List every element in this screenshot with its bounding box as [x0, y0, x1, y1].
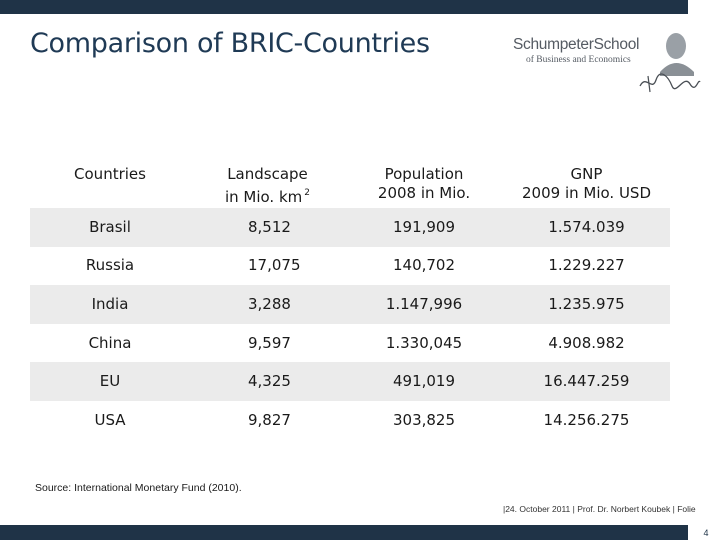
- cell-gnp: 14.256.275: [543, 410, 630, 429]
- cell-population: 1.147,996: [385, 294, 463, 313]
- cell-landscape: 9,827: [248, 410, 291, 429]
- cell-population: 140,702: [392, 256, 456, 275]
- bric-table: Countries Landscape in Mio. km 2 Populatio…: [30, 158, 670, 440]
- table-row: China 9,597 1.330,045 4.908.982: [30, 324, 670, 363]
- cell-landscape: 9,597: [248, 333, 291, 352]
- cell-country: Brasil: [89, 217, 131, 236]
- cell-country: China: [88, 333, 132, 352]
- cell-country: Russia: [85, 256, 135, 275]
- header-landscape: Landscape in Mio. km 2: [224, 165, 311, 206]
- logo-name: SchumpeterSchool: [513, 36, 640, 53]
- cell-population: 303,825: [392, 410, 456, 429]
- table-header-row: Countries Landscape in Mio. km 2 Populatio…: [30, 158, 670, 208]
- cell-gnp: 1.574.039: [548, 217, 625, 236]
- cell-country: EU: [99, 372, 121, 391]
- header-gnp: GNP 2009 in Mio. USD: [522, 165, 651, 202]
- cell-landscape: 4,325: [248, 372, 291, 391]
- table-row: Brasil 8,512 191,909 1.574.039: [30, 208, 670, 247]
- cell-population: 1.330,045: [385, 333, 463, 352]
- cell-gnp: 1.229.227: [548, 256, 625, 275]
- portrait-signature-icon: [639, 33, 701, 93]
- cell-country: India: [91, 294, 129, 313]
- cell-landscape: 8,512: [248, 217, 291, 236]
- slide-title: Comparison of BRIC-Countries: [30, 28, 430, 59]
- logo-subtitle: of Business and Economics: [526, 55, 631, 65]
- cell-gnp: 1.235.975: [548, 294, 625, 313]
- header-countries: Countries: [74, 165, 146, 183]
- cell-landscape: 17,075: [248, 256, 301, 275]
- bottom-bar: [0, 525, 688, 540]
- cell-population: 491,019: [392, 372, 456, 391]
- table-row: India 3,288 1.147,996 1.235.975: [30, 285, 670, 324]
- cell-landscape: 3,288: [248, 294, 291, 313]
- page-number: 4: [703, 527, 709, 538]
- cell-gnp: 16.447.259: [543, 372, 630, 391]
- cell-gnp: 4.908.982: [548, 333, 625, 352]
- school-logo: SchumpeterSchool of Business and Economi…: [508, 22, 708, 102]
- cell-country: USA: [94, 410, 126, 429]
- cell-population: 191,909: [392, 217, 456, 236]
- header-population: Population 2008 in Mio.: [377, 165, 471, 202]
- table-row: EU 4,325 491,019 16.447.259: [30, 362, 670, 401]
- source-note: Source: International Monetary Fund (201…: [35, 482, 242, 494]
- top-bar: [0, 0, 688, 14]
- footer-text: |24. October 2011 | Prof. Dr. Norbert Ko…: [503, 504, 696, 514]
- table-row: Russia 17,075 140,702 1.229.227: [30, 247, 670, 286]
- table-row: USA 9,827 303,825 14.256.275: [30, 401, 670, 440]
